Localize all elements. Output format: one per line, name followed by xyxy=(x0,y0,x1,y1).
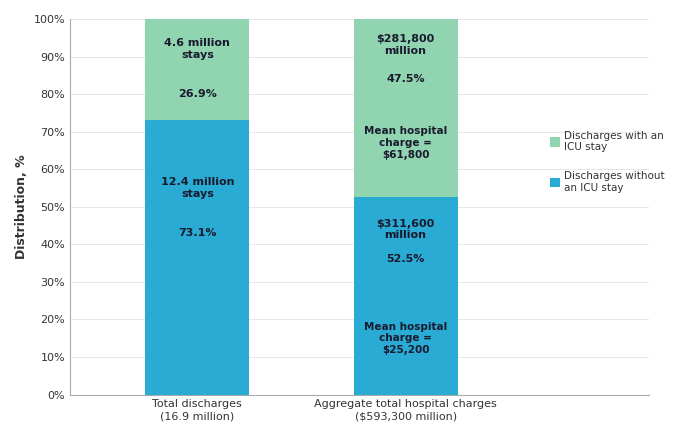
Text: Mean hospital
charge =
$61,800: Mean hospital charge = $61,800 xyxy=(364,126,447,160)
Text: 73.1%: 73.1% xyxy=(178,228,217,238)
Bar xyxy=(145,19,249,120)
Text: 26.9%: 26.9% xyxy=(178,89,217,99)
Bar xyxy=(354,19,458,198)
Text: 4.6 million
stays: 4.6 million stays xyxy=(164,38,230,60)
Bar xyxy=(145,120,249,395)
Text: 52.5%: 52.5% xyxy=(387,254,424,264)
Bar xyxy=(354,198,458,395)
Text: 47.5%: 47.5% xyxy=(386,74,425,84)
Text: 12.4 million
stays: 12.4 million stays xyxy=(160,177,234,199)
Text: Mean hospital
charge =
$25,200: Mean hospital charge = $25,200 xyxy=(364,322,447,355)
Text: $311,600
million: $311,600 million xyxy=(376,218,435,240)
Text: $281,800
million: $281,800 million xyxy=(376,34,435,56)
Legend: Discharges with an
ICU stay, Discharges without
an ICU stay: Discharges with an ICU stay, Discharges … xyxy=(550,131,665,193)
Y-axis label: Distribution, %: Distribution, % xyxy=(15,154,28,259)
